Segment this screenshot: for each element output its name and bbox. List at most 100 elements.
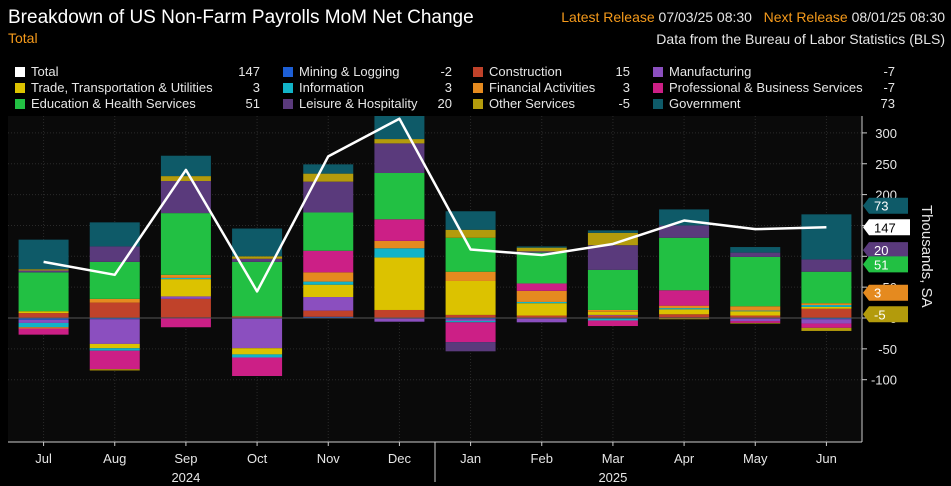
- bar-segment: [445, 211, 496, 230]
- legend-item: Information 3: [283, 80, 452, 96]
- bar-segment: [445, 321, 496, 323]
- bar-segment: [516, 252, 567, 284]
- bar-segment: [18, 319, 69, 323]
- y-tick-label: -100: [871, 373, 897, 388]
- legend-label: Other Services: [489, 96, 575, 111]
- bar-segment: [587, 318, 638, 321]
- legend-label: Information: [299, 80, 365, 95]
- bar-segment: [232, 316, 283, 317]
- right-value-tag-bg: [863, 284, 908, 301]
- bar-segment: [303, 181, 354, 213]
- right-value-tag: 3: [863, 284, 908, 301]
- legend-label: Mining & Logging: [299, 64, 400, 79]
- bar-segment: [374, 318, 425, 322]
- bar-segment: [160, 176, 211, 182]
- bar-segment: [587, 309, 638, 312]
- bar-segment: [374, 240, 425, 249]
- bar-segment: [89, 348, 140, 351]
- y-tick-label: 300: [875, 126, 897, 141]
- bar-segment: [801, 306, 852, 309]
- bar-segment: [659, 237, 710, 291]
- chart-title: Breakdown of US Non-Farm Payrolls MoM Ne…: [8, 7, 474, 28]
- bar-segment: [18, 311, 69, 314]
- bar-segment: [160, 298, 211, 318]
- legend-label: Trade, Transportation & Utilities: [31, 80, 213, 95]
- legend-label: Leisure & Hospitality: [299, 96, 418, 111]
- x-tick-label: Mar: [602, 451, 625, 466]
- right-value-tag: -5: [863, 306, 908, 323]
- bar-segment: [18, 328, 69, 335]
- legend-label: Manufacturing: [669, 64, 752, 79]
- bar-segment: [89, 369, 140, 371]
- bar-segment: [160, 277, 211, 280]
- bar-segment: [303, 281, 354, 285]
- x-tick-label: Dec: [388, 451, 412, 466]
- plot-background: [8, 116, 862, 442]
- legend-swatch: [653, 99, 663, 109]
- bar-segment: [659, 318, 710, 320]
- bar-segment: [89, 222, 140, 247]
- bar-segment: [659, 225, 710, 238]
- legend-label: Financial Activities: [489, 80, 596, 95]
- bar-segment: [801, 271, 852, 304]
- bar-segment: [232, 354, 283, 358]
- bar-segment: [516, 283, 567, 291]
- bar-segment: [445, 229, 496, 238]
- bar-segment: [303, 297, 354, 311]
- right-value-tag-label: 3: [874, 286, 881, 301]
- bar-segment: [303, 272, 354, 282]
- legend-item: Education & Health Services 51: [15, 96, 260, 112]
- legend-item: Construction 15: [473, 64, 630, 80]
- bar-segment: [730, 256, 781, 307]
- x-tick-label: Aug: [103, 451, 126, 466]
- bar-segment: [730, 252, 781, 257]
- legend-item: Total 147: [15, 64, 260, 80]
- x-tick-label: Nov: [317, 451, 341, 466]
- bar-segment: [374, 173, 425, 220]
- bar-segment: [730, 322, 781, 324]
- right-value-tag-label: 147: [874, 220, 896, 235]
- right-value-tag-bg: [863, 306, 908, 323]
- bar-segment: [89, 261, 140, 299]
- x-tick-label: Oct: [247, 451, 268, 466]
- bar-segment: [374, 219, 425, 241]
- legend-item: Leisure & Hospitality 20: [283, 96, 452, 112]
- bar-segment: [303, 284, 354, 298]
- bar-segment: [160, 296, 211, 299]
- bar-segment: [160, 274, 211, 278]
- legend-value: 15: [615, 64, 630, 79]
- legend-swatch: [283, 83, 293, 93]
- data-source: Data from the Bureau of Labor Statistics…: [656, 31, 945, 47]
- bar-segment: [801, 318, 852, 320]
- bar-segment: [801, 214, 852, 260]
- legend-swatch: [653, 67, 663, 77]
- next-release-value: 08/01/25 08:30: [851, 9, 945, 25]
- y-tick-label: -50: [878, 342, 897, 357]
- bar-segment: [730, 310, 781, 312]
- bar-segment: [516, 290, 567, 302]
- bar-segment: [232, 258, 283, 262]
- bar-segment: [659, 309, 710, 315]
- bar-segment: [18, 269, 69, 271]
- legend-swatch: [283, 99, 293, 109]
- right-value-tag-bg: [863, 242, 908, 259]
- latest-release-label: Latest Release: [561, 9, 655, 25]
- bar-segment: [89, 343, 140, 349]
- bar-segment: [801, 259, 852, 272]
- bar-segment: [445, 319, 496, 322]
- bar-segment: [801, 327, 852, 331]
- legend-value: -7: [883, 64, 895, 79]
- legend-value: 3: [444, 80, 452, 95]
- bar-segment: [730, 247, 781, 253]
- bar-segment: [374, 309, 425, 318]
- legend-swatch: [473, 99, 483, 109]
- legend-value: -5: [618, 96, 630, 111]
- bar-segment: [89, 298, 140, 303]
- bar-segment: [232, 256, 283, 259]
- bar-segment: [730, 315, 781, 318]
- chart-legend: Total 147 Mining & Logging -2 Construction 15…: [0, 58, 951, 116]
- legend-value: 3: [252, 80, 260, 95]
- legend-swatch: [473, 67, 483, 77]
- bar-segment: [18, 318, 69, 320]
- bar-segment: [232, 316, 283, 318]
